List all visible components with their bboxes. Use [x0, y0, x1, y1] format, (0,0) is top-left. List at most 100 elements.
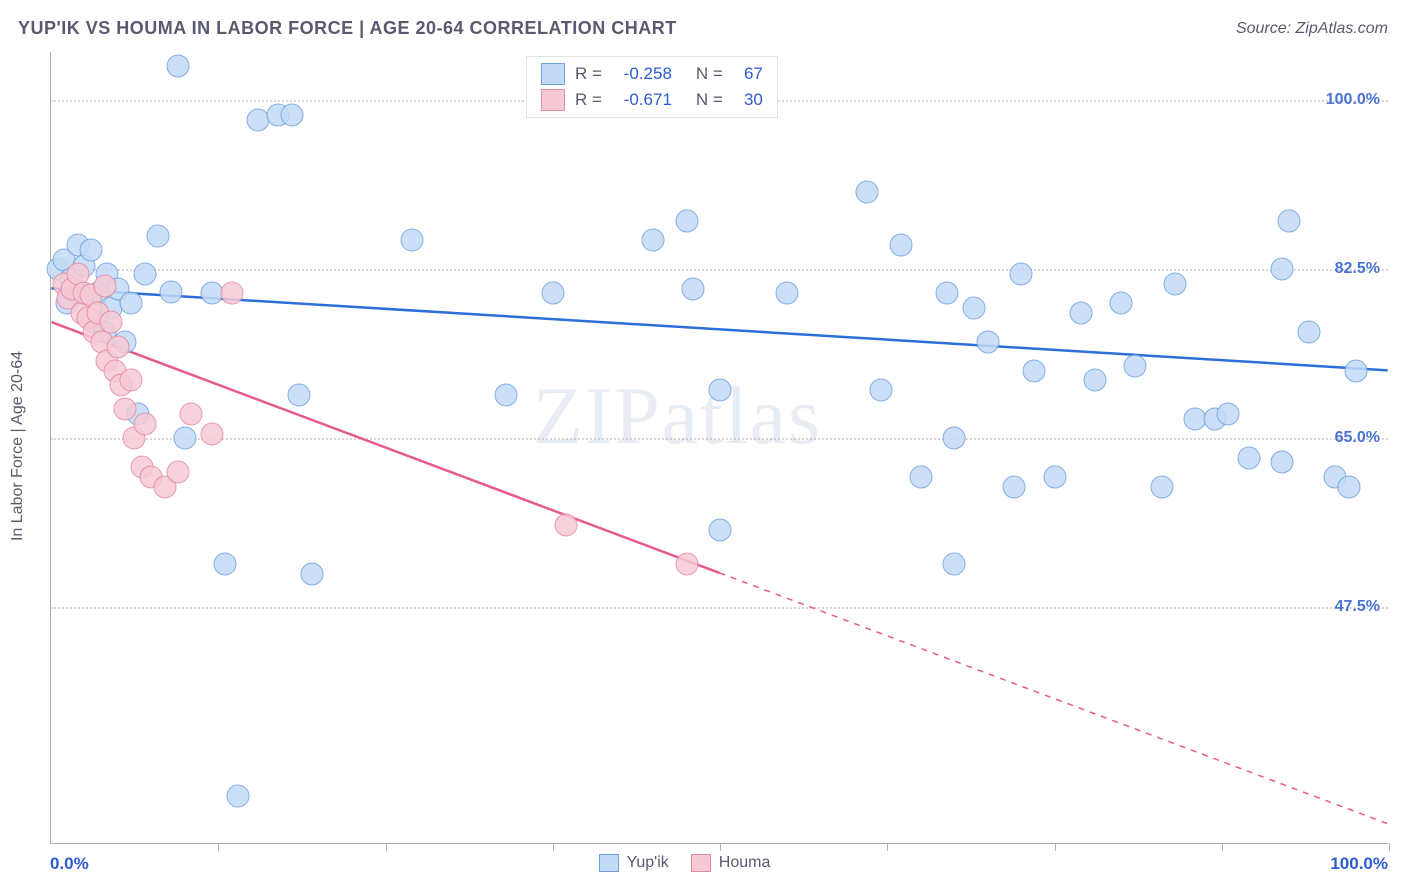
scatter-point	[100, 311, 123, 334]
x-tick	[1389, 843, 1390, 851]
scatter-point	[1277, 210, 1300, 233]
scatter-chart: ZIPatlas 47.5% 65.0% 82.5% 100.0% R = -0.258…	[50, 52, 1388, 844]
x-tick	[720, 843, 721, 851]
legend-swatch	[691, 854, 711, 872]
scatter-point	[1003, 475, 1026, 498]
scatter-point	[682, 277, 705, 300]
r-label: R =	[575, 64, 602, 84]
y-tick-label: 82.5%	[1335, 260, 1380, 278]
scatter-point	[541, 282, 564, 305]
scatter-point	[709, 519, 732, 542]
chart-title: YUP'IK VS HOUMA IN LABOR FORCE | AGE 20-…	[18, 18, 677, 39]
n-value: 30	[733, 90, 763, 110]
x-axis-max-label: 100.0%	[1330, 854, 1388, 874]
r-value: -0.671	[612, 90, 672, 110]
scatter-point	[133, 412, 156, 435]
scatter-point	[1270, 258, 1293, 281]
scatter-point	[709, 379, 732, 402]
n-label: N =	[696, 90, 723, 110]
x-tick	[386, 843, 387, 851]
scatter-point	[200, 422, 223, 445]
scatter-point	[120, 369, 143, 392]
scatter-point	[113, 398, 136, 421]
legend-label: Houma	[719, 854, 771, 872]
legend-label: Yup'ik	[627, 854, 669, 872]
scatter-point	[160, 280, 183, 303]
gridline-h	[51, 269, 1388, 271]
n-label: N =	[696, 64, 723, 84]
legend-item: Yup'ik	[599, 854, 669, 872]
scatter-point	[555, 514, 578, 537]
scatter-point	[220, 282, 243, 305]
scatter-point	[494, 383, 517, 406]
scatter-point	[1337, 475, 1360, 498]
y-tick-label: 65.0%	[1335, 429, 1380, 447]
r-value: -0.258	[612, 64, 672, 84]
legend-swatch	[541, 89, 565, 111]
scatter-point	[1297, 321, 1320, 344]
scatter-point	[943, 552, 966, 575]
x-tick	[1055, 843, 1056, 851]
scatter-point	[1237, 446, 1260, 469]
gridline-h	[51, 438, 1388, 440]
scatter-point	[1123, 354, 1146, 377]
scatter-point	[936, 282, 959, 305]
scatter-point	[133, 263, 156, 286]
scatter-point	[1110, 292, 1133, 315]
scatter-point	[869, 379, 892, 402]
scatter-point	[1270, 451, 1293, 474]
legend-row: R = -0.671 N = 30	[541, 89, 763, 111]
x-tick	[218, 843, 219, 851]
legend-row: R = -0.258 N = 67	[541, 63, 763, 85]
legend-swatch	[599, 854, 619, 872]
legend-swatch	[541, 63, 565, 85]
scatter-point	[1083, 369, 1106, 392]
scatter-point	[642, 229, 665, 252]
gridline-h	[51, 607, 1388, 609]
scatter-point	[1163, 272, 1186, 295]
scatter-point	[675, 552, 698, 575]
scatter-point	[106, 335, 129, 358]
scatter-point	[287, 383, 310, 406]
scatter-point	[80, 239, 103, 262]
watermark: ZIPatlas	[533, 369, 822, 463]
scatter-point	[227, 784, 250, 807]
n-value: 67	[733, 64, 763, 84]
correlation-legend: R = -0.258 N = 67 R = -0.671 N = 30	[526, 56, 778, 118]
scatter-point	[401, 229, 424, 252]
scatter-point	[675, 210, 698, 233]
scatter-point	[1150, 475, 1173, 498]
trend-lines	[51, 52, 1388, 843]
y-tick-label: 100.0%	[1326, 91, 1380, 109]
scatter-point	[976, 330, 999, 353]
scatter-point	[963, 296, 986, 319]
scatter-point	[167, 461, 190, 484]
scatter-point	[775, 282, 798, 305]
scatter-point	[1010, 263, 1033, 286]
legend-item: Houma	[691, 854, 771, 872]
scatter-point	[147, 224, 170, 247]
scatter-point	[93, 274, 116, 297]
scatter-point	[1217, 403, 1240, 426]
scatter-point	[167, 55, 190, 78]
scatter-point	[943, 427, 966, 450]
chart-header: YUP'IK VS HOUMA IN LABOR FORCE | AGE 20-…	[18, 18, 1388, 39]
scatter-point	[300, 562, 323, 585]
scatter-point	[1344, 359, 1367, 382]
scatter-point	[173, 427, 196, 450]
scatter-point	[1023, 359, 1046, 382]
source-label: Source: ZipAtlas.com	[1236, 20, 1388, 38]
scatter-point	[1070, 301, 1093, 324]
scatter-point	[1043, 465, 1066, 488]
scatter-point	[909, 465, 932, 488]
series-legend: Yup'ik Houma	[599, 854, 771, 872]
x-tick	[887, 843, 888, 851]
r-label: R =	[575, 90, 602, 110]
scatter-point	[213, 552, 236, 575]
scatter-point	[180, 403, 203, 426]
y-tick-label: 47.5%	[1335, 598, 1380, 616]
x-axis-min-label: 0.0%	[50, 854, 89, 874]
scatter-point	[120, 292, 143, 315]
x-tick	[1222, 843, 1223, 851]
scatter-point	[280, 103, 303, 126]
